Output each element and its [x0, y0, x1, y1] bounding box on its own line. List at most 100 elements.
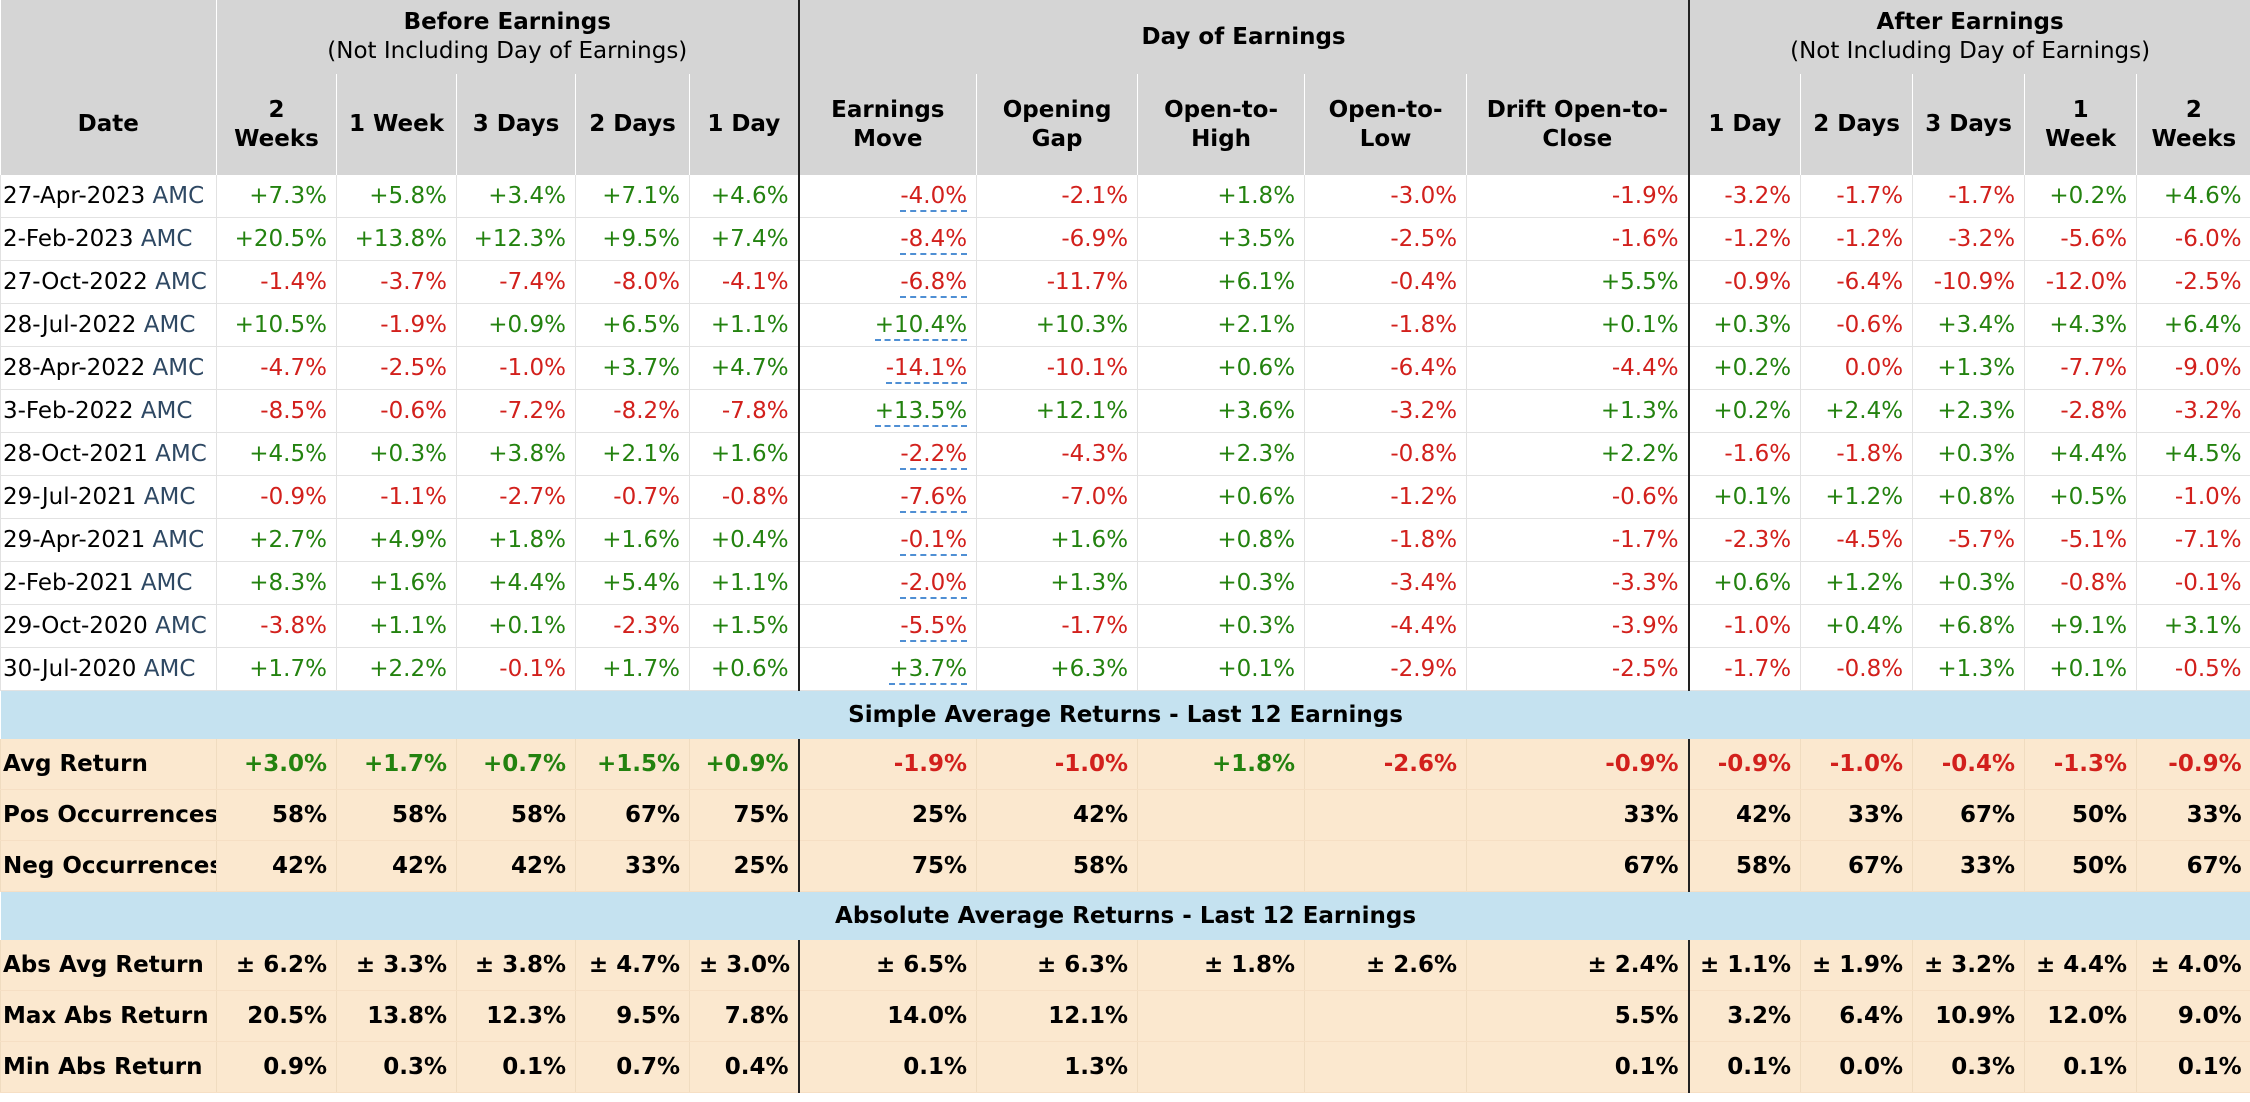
return-cell: +0.2% [1687, 346, 1801, 390]
ticker-link[interactable]: AMC [155, 441, 207, 467]
return-cell: -1.7% [1466, 518, 1689, 562]
earnings-move-value[interactable]: -8.4% [900, 226, 968, 255]
return-cell: +3.6% [1137, 389, 1305, 433]
return-cell: +12.1% [976, 389, 1138, 433]
ticker-link[interactable]: AMC [155, 613, 207, 639]
return-cell: +20.5% [216, 217, 337, 261]
stat-row: Pos Occurrences 58% 58% 58% 67% 75% 25% 42% 33% 4… [0, 789, 2250, 841]
return-cell: -3.7% [336, 260, 457, 304]
stat-cell: 42% [456, 840, 576, 892]
stat-cell: 13.8% [336, 990, 457, 1042]
earnings-move-value[interactable]: -14.1% [885, 355, 968, 384]
return-cell: +3.7% [575, 346, 690, 390]
stat-cell: 0.1% [1466, 1041, 1689, 1093]
stat-cell: ± 3.0% [688, 940, 799, 991]
date-cell: 29-Jul-2021 AMC [0, 475, 217, 519]
stat-cell: 20.5% [216, 990, 337, 1042]
return-cell: -0.6% [1466, 475, 1689, 519]
return-cell: +2.1% [1137, 303, 1305, 347]
earnings-move-value[interactable]: +10.4% [874, 312, 968, 341]
stat-cell: 3.2% [1687, 990, 1801, 1042]
stat-cell: 58% [976, 840, 1138, 892]
stat-cell: 67% [1800, 840, 1913, 892]
return-cell: +2.3% [1137, 432, 1305, 476]
earnings-move-value[interactable]: -0.1% [900, 527, 968, 556]
return-cell: +1.1% [688, 561, 799, 605]
ticker-link[interactable]: AMC [140, 226, 193, 252]
return-cell: +8.3% [216, 561, 337, 605]
return-cell: +7.4% [688, 217, 799, 261]
return-cell: +3.1% [2136, 604, 2250, 648]
stat-row: Min Abs Return 0.9% 0.3% 0.1% 0.7% 0.4% 0.1% 1.… [0, 1041, 2250, 1093]
return-cell: +4.5% [2136, 432, 2250, 476]
return-cell: -0.8% [1304, 432, 1467, 476]
ticker-link[interactable]: AMC [155, 269, 207, 295]
date-cell: 3-Feb-2022 AMC [0, 389, 217, 433]
return-cell: -1.2% [1800, 217, 1913, 261]
return-cell: -1.0% [1687, 604, 1801, 648]
return-cell: +1.6% [575, 518, 690, 562]
return-cell: -5.1% [2024, 518, 2137, 562]
earnings-move-value[interactable]: -7.6% [900, 484, 968, 513]
ticker-link[interactable]: AMC [140, 398, 193, 424]
earnings-move-value[interactable]: -4.0% [900, 183, 968, 212]
earnings-move-value[interactable]: -2.2% [900, 441, 968, 470]
return-cell: -1.9% [1466, 175, 1689, 218]
stat-cell: -2.6% [1304, 739, 1467, 790]
return-cell: -5.7% [1912, 518, 2025, 562]
earnings-move-value[interactable]: -2.0% [900, 570, 968, 599]
return-cell: +13.8% [336, 217, 457, 261]
return-cell: -0.4% [1304, 260, 1467, 304]
return-cell: +0.4% [688, 518, 799, 562]
earnings-move-value[interactable]: +13.5% [874, 398, 968, 427]
return-cell: +4.9% [336, 518, 457, 562]
stat-cell: +1.5% [575, 739, 690, 790]
stat-cell: 25% [797, 789, 977, 841]
earnings-move-value[interactable]: +3.7% [889, 656, 968, 685]
column-header: 2 Weeks [2136, 74, 2250, 175]
return-cell: -0.8% [1800, 647, 1913, 691]
return-cell: -9.0% [2136, 346, 2250, 390]
return-cell: +7.3% [216, 175, 337, 218]
return-cell: -1.0% [456, 346, 576, 390]
date-cell: 2-Feb-2023 AMC [0, 217, 217, 261]
stat-label: Pos Occurrences [0, 789, 217, 841]
stat-cell: ± 2.4% [1466, 940, 1689, 991]
date-text: 29-Jul-2021 [3, 484, 137, 510]
return-cell: -4.1% [688, 260, 799, 304]
ticker-link[interactable]: AMC [140, 570, 193, 596]
table-row: 30-Jul-2020 AMC +1.7% +2.2% -0.1% +1.7% +0.6%… [0, 647, 2250, 691]
ticker-link[interactable]: AMC [152, 527, 205, 553]
return-cell: +0.6% [1687, 561, 1801, 605]
table-row: 27-Oct-2022 AMC -1.4% -3.7% -7.4% -8.0% -4.1%… [0, 260, 2250, 304]
ticker-link[interactable]: AMC [143, 484, 196, 510]
return-cell: +1.5% [688, 604, 799, 648]
stat-cell [1137, 990, 1305, 1042]
return-cell: +4.4% [2024, 432, 2137, 476]
date-text: 29-Apr-2021 [3, 527, 146, 553]
return-cell: -1.8% [1304, 518, 1467, 562]
return-cell: +0.3% [1687, 303, 1801, 347]
stat-cell: 0.4% [688, 1041, 799, 1093]
earnings-move-value[interactable]: -5.5% [900, 613, 968, 642]
stat-cell: 0.1% [2136, 1041, 2250, 1093]
ticker-link[interactable]: AMC [152, 183, 205, 209]
column-header: Earnings Move [797, 74, 977, 175]
ticker-link[interactable]: AMC [143, 656, 196, 682]
return-cell: +0.3% [1912, 432, 2025, 476]
return-cell: +4.5% [216, 432, 337, 476]
return-cell: -3.0% [1304, 175, 1467, 218]
ticker-link[interactable]: AMC [143, 312, 196, 338]
stat-cell: ± 6.5% [797, 940, 977, 991]
return-cell: +0.1% [2024, 647, 2137, 691]
return-cell: -1.0% [2136, 475, 2250, 519]
stat-cell: ± 1.8% [1137, 940, 1305, 991]
stat-cell: ± 6.2% [216, 940, 337, 991]
earnings-move-value[interactable]: -6.8% [900, 269, 968, 298]
return-cell: +1.6% [688, 432, 799, 476]
ticker-link[interactable]: AMC [152, 355, 205, 381]
return-cell: -2.5% [336, 346, 457, 390]
return-cell: +1.2% [1800, 561, 1913, 605]
return-cell: +1.1% [336, 604, 457, 648]
